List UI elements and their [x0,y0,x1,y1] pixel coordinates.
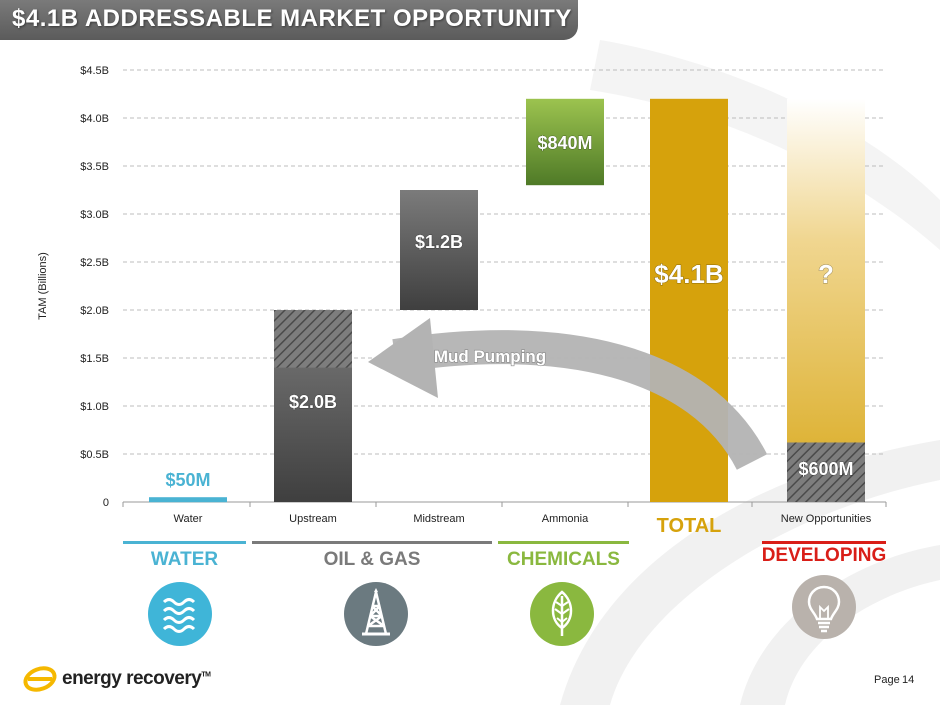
y-tick-label: $4.0B [80,113,109,125]
bar-midstream [400,190,478,310]
x-category-label: TOTAL [657,515,722,537]
bar-new-opportunities [787,98,865,503]
bar-total [650,98,728,503]
page-label: Page [874,674,900,686]
oil-derrick-icon [344,582,408,646]
segment-label-oil-gas: OIL & GAS [323,549,421,570]
chart-axes: 0 $0.5B $1.0B $1.5B $2.0B $2.5B $3.0B $3.5B $4.0… [37,65,887,537]
y-tick-label: $3.5B [80,161,109,173]
logo-trademark: TM [201,671,211,679]
bar-label-new-opportunities: ? [818,259,834,289]
chart-labels: $50M $2.0B $1.2B $840M $4.1B ? $600M [165,133,854,491]
y-tick-label: $2.0B [80,305,109,317]
developing-rule [762,541,886,544]
y-tick-label: $1.0B [80,401,109,413]
bar-sublabel-new-opportunities: $600M [798,459,853,479]
logo-mark-icon [23,666,57,692]
bar-hatched-segment [274,310,352,368]
bar-water [149,497,227,503]
arrow-shaft [392,330,768,471]
chemicals-rule [498,541,629,544]
y-tick-label: 0 [103,497,109,509]
page-title: $4.1B ADDRESSABLE MARKET OPPORTUNITY [12,5,572,32]
oil-gas-rule [252,541,492,544]
chart-gridlines [123,69,886,455]
leaf-icon [530,582,594,646]
x-category-label: Upstream [289,513,337,525]
segment-label-developing: DEVELOPING [761,545,887,566]
y-tick-label: $4.5B [80,65,109,77]
segment-label-water: WATER [150,549,219,570]
y-tick-label: $0.5B [80,449,109,461]
lightbulb-icon [792,575,856,639]
water-waves-icon [148,582,212,646]
x-category-label: Water [174,513,203,525]
logo-text: energy recovery [62,668,202,689]
bar-label-upstream: $2.0B [289,392,337,412]
bar-label-total: $4.1B [654,259,723,289]
bar-label-water: $50M [165,470,210,490]
bar-hatched-segment [787,442,865,502]
x-category-label: Ammonia [542,513,589,525]
title-bar: $4.1B ADDRESSABLE MARKET OPPORTUNITY [0,0,578,40]
water-rule [123,541,246,544]
arrow-label: Mud Pumping [434,347,546,366]
page-number: 14 [902,674,915,686]
company-logo: energy recoveryTM [22,664,211,694]
y-tick-label: $1.5B [80,353,109,365]
y-tick-label: $2.5B [80,257,109,269]
bar-label-ammonia: $840M [537,133,592,153]
arrow-head [368,318,438,398]
x-category-label: Midstream [413,513,464,525]
bar-ammonia [526,98,604,186]
x-category-label: New Opportunities [781,513,872,525]
segment-label-chemicals: CHEMICALS [507,549,620,570]
y-tick-label: $3.0B [80,209,109,221]
y-axis-title: TAM (Billions) [37,252,49,320]
bar-label-midstream: $1.2B [415,232,463,252]
mud-pumping-arrow: Mud Pumping [368,318,768,471]
